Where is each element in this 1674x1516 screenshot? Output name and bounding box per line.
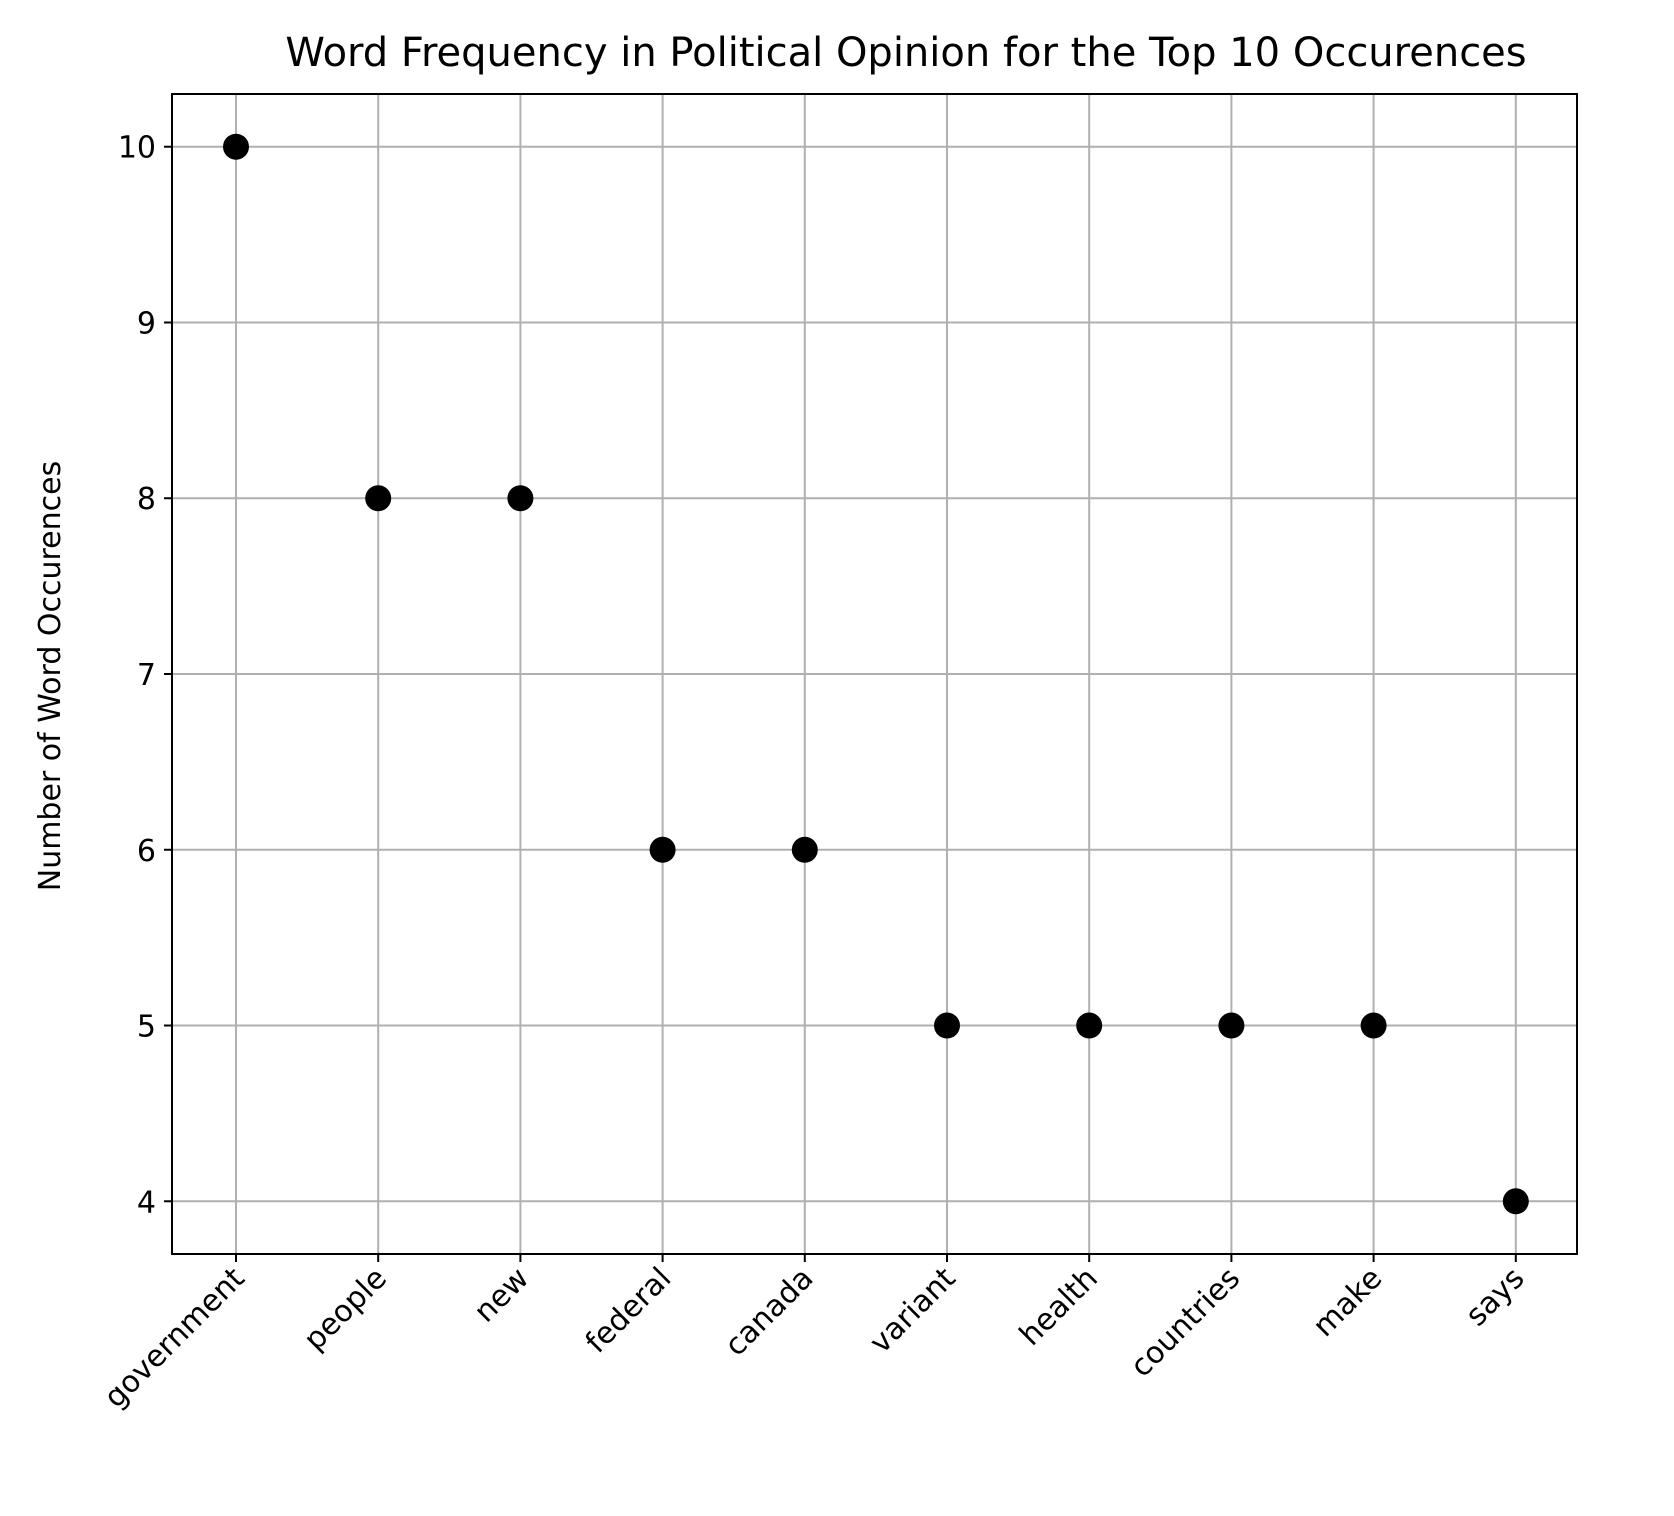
y-axis-label: Number of Word Occurences [33,461,68,892]
y-tick-label: 10 [118,131,156,166]
x-tick-label: federal [579,1261,678,1360]
y-tick-label: 9 [137,306,156,341]
data-point [934,1012,960,1039]
data-point [223,133,249,160]
data-point [507,485,534,512]
x-tick-label: make [1306,1261,1389,1344]
data-points [223,133,1529,1215]
chart-title: Word Frequency in Political Opinion for … [285,30,1526,76]
x-tick-label: countries [1124,1261,1247,1384]
axes-frame [171,93,1578,1255]
x-tick-label: health [1013,1261,1105,1353]
data-point [649,836,676,863]
data-point [1076,1012,1103,1039]
x-tick-label: people [297,1261,394,1358]
x-tick-label: says [1459,1261,1531,1333]
y-tick-label: 8 [137,482,156,517]
data-point [365,485,392,512]
data-point [791,836,818,863]
x-tick-label: new [467,1261,536,1330]
y-tick-label: 5 [137,1010,156,1045]
data-point [1502,1188,1529,1215]
y-tick-label: 7 [137,658,156,693]
y-tick-label: 6 [137,834,156,869]
x-tick-label: canada [718,1261,820,1363]
x-tick-label: variant [863,1261,963,1361]
data-point [1360,1012,1387,1039]
x-tick-label: government [98,1261,252,1415]
data-point [1218,1012,1245,1039]
y-tick-label: 4 [137,1185,156,1220]
grid [172,94,1577,1254]
